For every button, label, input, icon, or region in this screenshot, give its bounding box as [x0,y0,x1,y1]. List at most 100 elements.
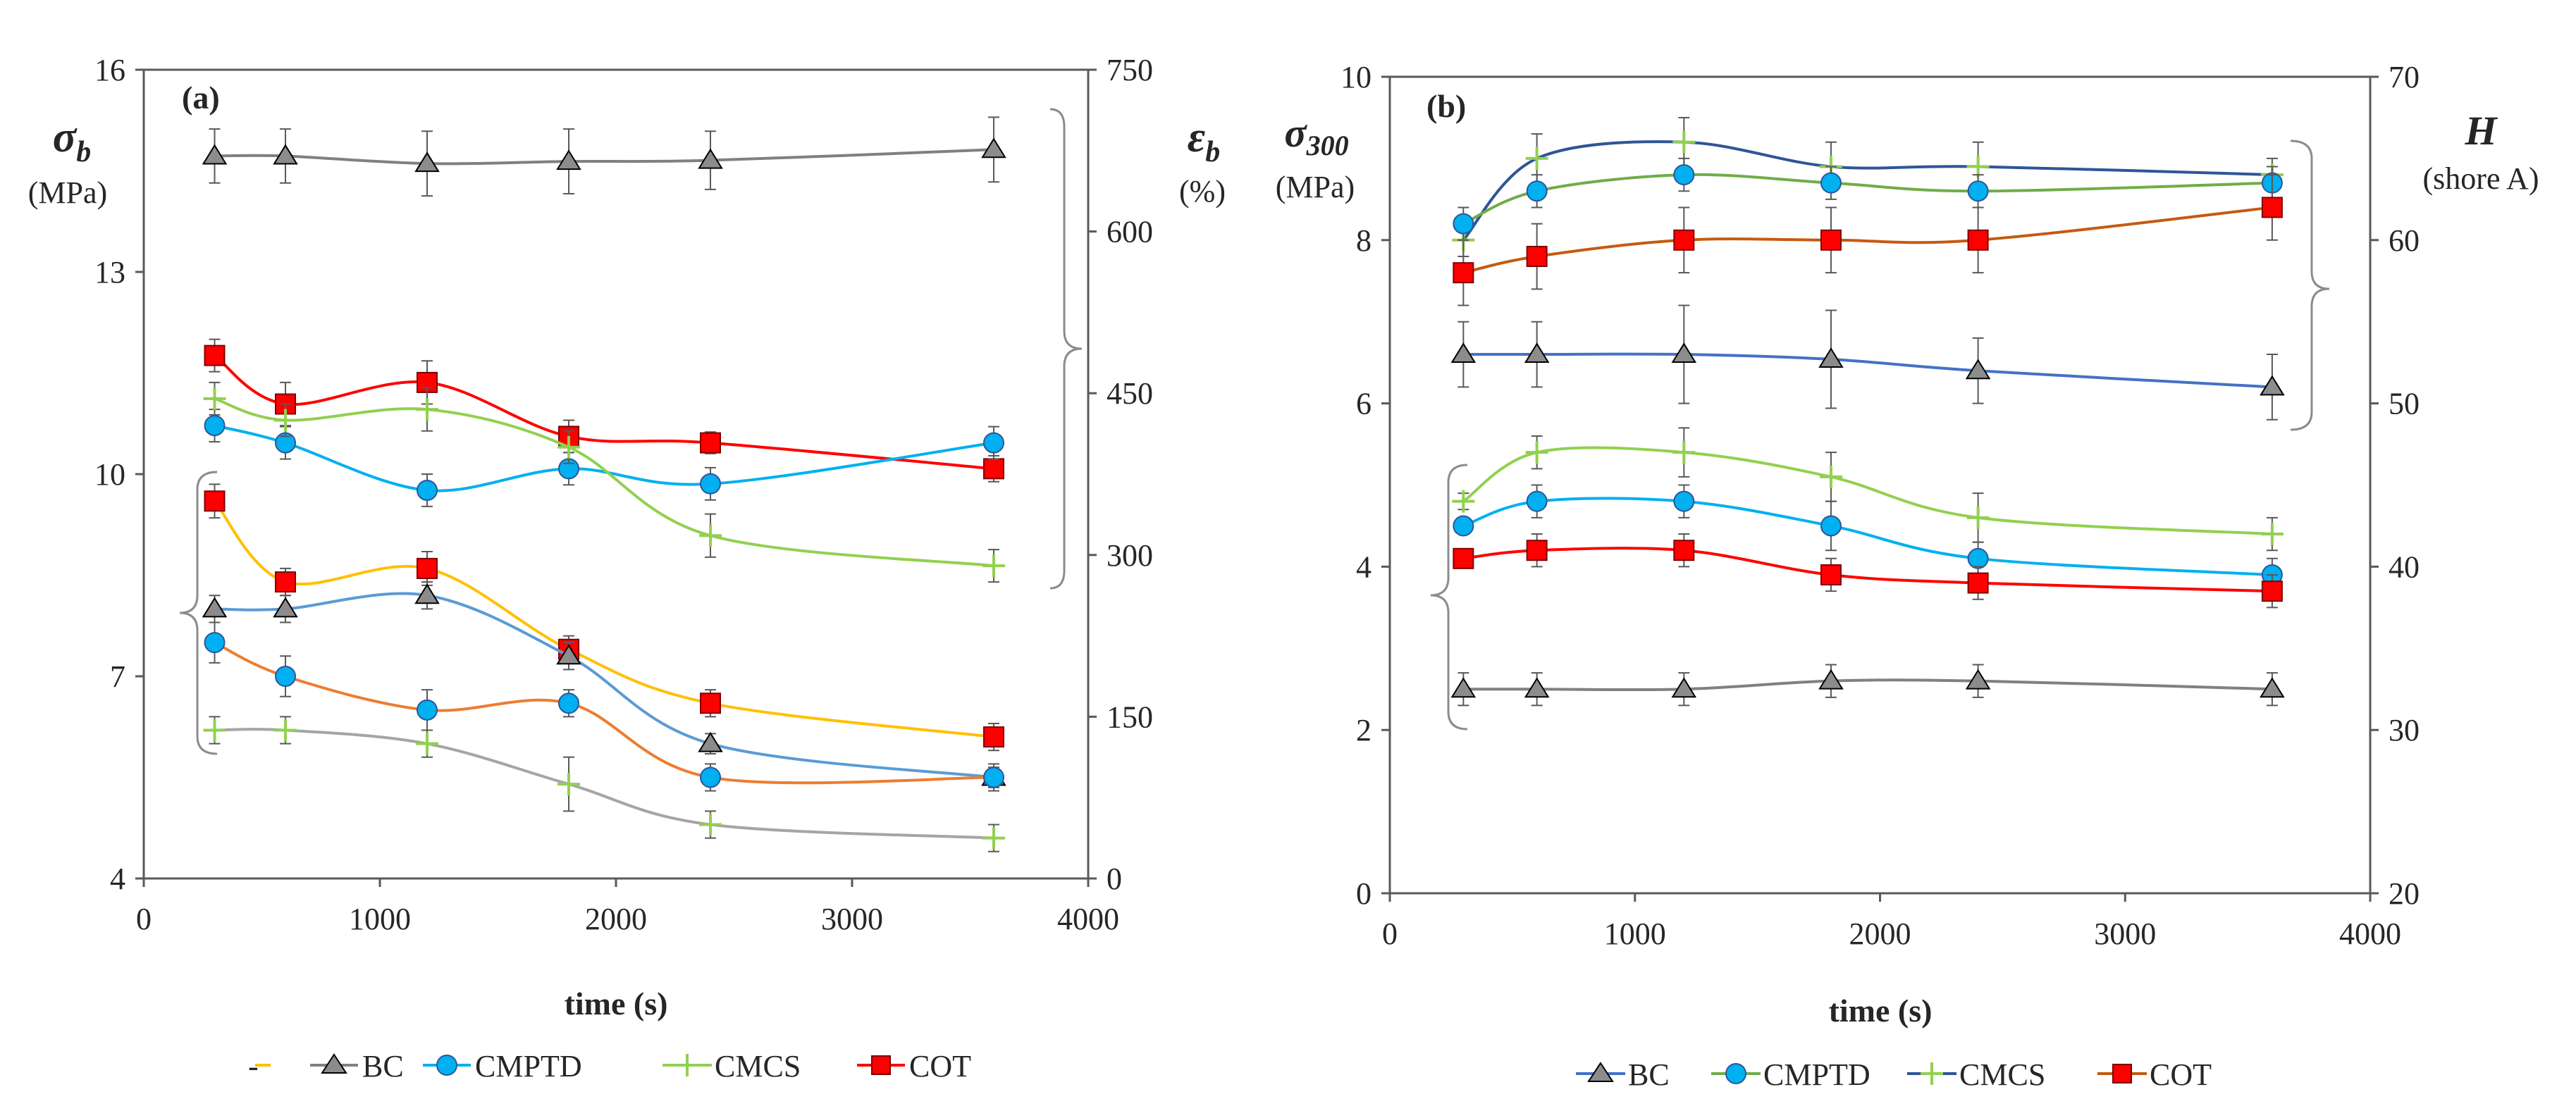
B-right-series-bc-point [1671,342,1697,364]
B-left-series-bc-point [1818,669,1844,690]
B-right-series-cmcs-line [1462,140,2272,242]
A-right-series-bc-point [202,144,228,165]
A-right-series-cmcs-point [274,409,297,432]
A-left-series-bc-line [214,592,994,779]
B-left-series-cot-point [1453,547,1474,569]
A-right-series-bc [202,116,1006,197]
B-right-series-bc-point [1818,347,1844,368]
B-left-series-cmcs-point [1819,465,1842,488]
B-right-series-bc-point [1524,342,1550,364]
B-left-series-cmptd-line [1462,497,2273,576]
A-left-series-cmptd-point [700,766,721,788]
panel-a-left-axis-unit: (MPa) [28,175,107,210]
B-right-series-cmcs-point [1672,130,1696,154]
A-left-series-cmptd-point [204,632,226,654]
panel-b-legend-cot-marker [2112,1064,2132,1083]
panel-a-legend-cmptd-label: CMPTD [475,1049,582,1083]
panel-a-legend-cmptd-marker [436,1055,457,1076]
B-left-series-cmptd-point [1967,547,1989,569]
A-left-series-cmcs-point [557,773,580,796]
B-left-series-cot-point [1673,540,1695,561]
A-left-series-cot [204,483,1004,752]
panel-b-x-axis-title: time (s) [1829,993,1933,1029]
panel-a-right-axis-title: εb (%) [1179,113,1226,209]
B-right-series-cot-point [1820,229,1842,251]
B-right-series-cmcs-point [1525,147,1548,170]
A-left-series-cmptd-point [558,692,579,714]
A-left-series-cot-point [417,557,438,579]
A-left-series-cmptd-point [983,766,1004,788]
B-right-series-cot-point [1526,245,1548,267]
B-left-series-bc-point [1671,677,1697,698]
A-right-series-cmptd-point [700,473,721,495]
A-left-series-cot-point [983,726,1004,748]
B-left-series-cmptd-point [1673,490,1695,512]
B-left-tick-label: 0 [1356,876,1372,911]
A-left-series-cmptd-line [214,641,994,785]
B-left-series-cmcs-point [1966,506,1990,529]
A-right-series-cmcs-point [203,387,226,410]
panel-a-legend-dash-label: - [248,1049,259,1083]
panel-b-left-symbol-text: σ [1284,110,1307,156]
B-x-tick-label: 3000 [2094,917,2156,951]
A-left-series-bc-point [273,597,298,618]
A-right-tick-label: 300 [1107,538,1153,573]
B-left-series-cmcs [1452,427,2284,552]
A-right-series-cot-point [204,344,226,366]
panel-a-left-symbol-text: σ [53,113,78,161]
B-right-series-cot [1453,174,2283,306]
panel-b-legend-cmptd-marker [1725,1063,1746,1084]
panel-b-ticks: 0 1000 2000 3000 4000 0 2 4 6 8 10 20 30 40 50 60 70 [1341,60,2420,951]
A-left-tick-label: 7 [110,659,125,694]
B-left-series-cmptd-point [1526,490,1548,512]
A-right-series-cmcs-line [214,397,994,568]
A-left-series-cmcs-line [214,728,994,840]
B-left-tick-label: 4 [1356,549,1372,584]
panel-b-label: (b) [1426,88,1466,124]
panel-b-left-axis-title: σ300 (MPa) [1276,110,1355,204]
A-right-series-bc-point [414,151,440,173]
B-left-tick-label: 8 [1356,223,1372,258]
B-right-tick-label: 40 [2389,549,2420,584]
B-left-series-cot [1453,533,2283,609]
panel-a-left-series-brace [179,471,218,755]
A-left-series-cot-line [213,499,994,739]
A-left-tick-label: 10 [94,457,125,492]
B-x-tick-label: 2000 [1849,917,1911,951]
B-x-tick-label: 0 [1382,917,1398,951]
B-left-series-bc-point [1524,677,1550,698]
A-x-tick-label: 2000 [585,902,647,936]
panel-b-left-series-brace [1430,464,1468,731]
B-right-series-cot-line [1462,206,2273,275]
A-right-tick-label: 450 [1107,376,1153,411]
panel-b-legend-bc-label: BC [1628,1057,1670,1092]
A-left-series-bc-point [698,731,723,752]
A-left-series-cmptd [204,621,1004,792]
panel-b-right-symbol-text: H [2464,108,2498,154]
A-left-series-bc-point [414,583,440,604]
B-left-tick-label: 2 [1356,713,1372,747]
B-right-series-cmptd-point [1673,164,1695,186]
A-right-series-cot-point [983,458,1004,480]
panel-b-right-axis-title: H (shore A) [2423,108,2539,196]
B-left-series-cot-point [1967,572,1989,594]
B-right-tick-label: 60 [2389,223,2420,258]
B-right-series-cmptd-line [1462,173,2272,225]
B-left-series-cmcs-line [1462,446,2273,536]
panel-a-legend-bc-label: BC [362,1049,404,1083]
A-left-tick-label: 16 [94,53,125,87]
A-left-tick-label: 4 [110,862,125,896]
panel-b-legend-cmcs-label: CMCS [1959,1057,2045,1092]
A-right-series-cmcs-point [557,435,580,459]
panel-b: (b) σ300 (MPa) H (shore A) time (s) 0 100… [1276,60,2539,1092]
B-right-series-cot-point [2261,197,2283,218]
A-x-tick-label: 4000 [1057,902,1119,936]
B-left-series-cmcs-point [1452,490,1475,513]
A-right-series-cmcs [203,381,1005,583]
B-left-series-cmptd-point [1453,515,1474,537]
A-right-tick-label: 150 [1107,700,1153,734]
A-left-series-cmcs-point [274,719,297,742]
A-left-series-cmcs-point [699,813,722,836]
